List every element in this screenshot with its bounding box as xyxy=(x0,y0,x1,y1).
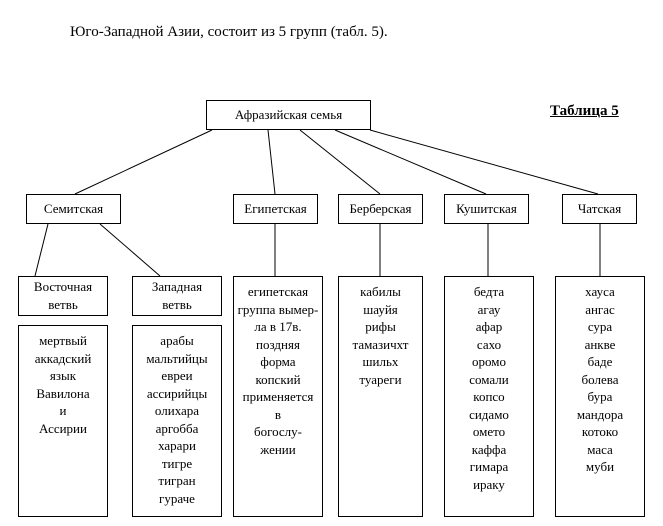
node-west-branch-header: Западнаяветвь xyxy=(132,276,222,316)
node-chadic-body-text: хаусаангассураанквебадеболевабурамандора… xyxy=(558,283,642,476)
node-berber-body: кабилышауйярифытамазичхтшильхтуареги xyxy=(338,276,423,517)
page: Юго-Западной Азии, состоит из 5 групп (т… xyxy=(0,0,663,526)
node-cushitic-label: Кушитская xyxy=(447,200,526,218)
node-cushitic-body-text: бедтаагауафарсахооромосомаликопсосидамоо… xyxy=(447,283,531,494)
node-chadic: Чатская xyxy=(562,194,637,224)
node-egyptian-label: Египетская xyxy=(236,200,315,218)
node-cushitic: Кушитская xyxy=(444,194,529,224)
node-west-branch-header-label: Западнаяветвь xyxy=(135,278,219,313)
node-egyptian-body-text: египетскаягруппа вымер-ла в 17в.поздняяф… xyxy=(236,283,320,458)
node-semitic: Семитская xyxy=(26,194,121,224)
node-east-branch-header-label: Восточнаяветвь xyxy=(21,278,105,313)
node-berber-label: Берберская xyxy=(341,200,420,218)
node-east-branch-body-text: мертвыйаккадскийязыкВавилонаиАссирии xyxy=(21,332,105,437)
node-egyptian-body: египетскаягруппа вымер-ла в 17в.поздняяф… xyxy=(233,276,323,517)
node-semitic-label: Семитская xyxy=(29,200,118,218)
node-berber: Берберская xyxy=(338,194,423,224)
node-root-label: Афразийская семья xyxy=(209,106,368,124)
table-label: Таблица 5 xyxy=(550,103,619,120)
node-root: Афразийская семья xyxy=(206,100,371,130)
node-egyptian: Египетская xyxy=(233,194,318,224)
node-chadic-label: Чатская xyxy=(565,200,634,218)
node-west-branch-body-text: арабымальтийцыевреиассирийцыолихарааргоб… xyxy=(135,332,219,507)
node-chadic-body: хаусаангассураанквебадеболевабурамандора… xyxy=(555,276,645,517)
node-berber-body-text: кабилышауйярифытамазичхтшильхтуареги xyxy=(341,283,420,388)
node-east-branch-body: мертвыйаккадскийязыкВавилонаиАссирии xyxy=(18,325,108,517)
node-east-branch-header: Восточнаяветвь xyxy=(18,276,108,316)
node-west-branch-body: арабымальтийцыевреиассирийцыолихарааргоб… xyxy=(132,325,222,517)
page-caption: Юго-Западной Азии, состоит из 5 групп (т… xyxy=(70,24,388,41)
node-cushitic-body: бедтаагауафарсахооромосомаликопсосидамоо… xyxy=(444,276,534,517)
